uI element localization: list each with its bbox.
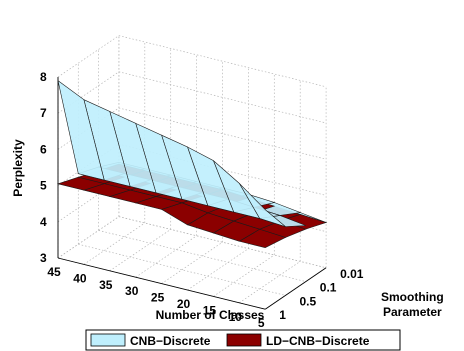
legend-swatch-cnb: [90, 333, 126, 347]
grid-line-y-floor: [98, 230, 306, 282]
y-axis-label-line1: Smoothing: [381, 290, 444, 304]
y-tick-label: 0.5: [300, 294, 317, 308]
grid-line-x-floor: [213, 254, 275, 297]
surface-patch-ld-cnb: [56, 176, 106, 191]
x-tick-label: 20: [177, 297, 191, 311]
x-tick-label: 25: [151, 291, 165, 305]
z-axis-label: Perplexity: [11, 139, 25, 197]
legend-swatch-ld-cnb: [226, 333, 262, 347]
y-tick-label: 1: [279, 308, 286, 322]
x-tick-label: 5: [258, 316, 265, 330]
z-tick-label: 5: [40, 179, 47, 193]
x-tick-label: 35: [99, 278, 113, 292]
y-axis-label-line2: Parameter: [383, 305, 442, 319]
legend-label-ld-cnb: LD−CNB−Discrete: [266, 334, 370, 348]
axis-edge: [264, 267, 327, 310]
z-tick-label: 6: [40, 142, 47, 156]
y-tick-label: 0.01: [340, 267, 364, 281]
x-tick-label: 40: [73, 271, 87, 285]
z-tick-label: 8: [40, 70, 47, 84]
axis-edge: [57, 257, 266, 310]
z-tick-label: 7: [40, 106, 47, 120]
x-tick-label: 30: [125, 284, 139, 298]
grid-line-y-floor: [118, 216, 327, 269]
legend-label-cnb: CNB−Discrete: [130, 334, 211, 348]
z-tick-label: 4: [40, 215, 47, 229]
grid-line-z: [57, 35, 327, 88]
surface-patch-cnb: [57, 79, 105, 181]
y-tick-label: 0.1: [320, 281, 337, 295]
grid-line-y-floor: [78, 243, 286, 296]
surface-plot: [56, 79, 328, 248]
x-tick-label: 45: [47, 265, 61, 279]
legend: CNB−Discrete LD−CNB−Discrete: [85, 329, 401, 351]
x-axis-label: Number of Classes: [156, 308, 265, 322]
grid-line-x-floor: [109, 229, 171, 272]
z-tick-label: 3: [40, 251, 47, 265]
grid-line-x-floor: [83, 222, 145, 265]
x-tick-label: 10: [229, 310, 243, 324]
x-tick-label: 15: [203, 303, 217, 317]
